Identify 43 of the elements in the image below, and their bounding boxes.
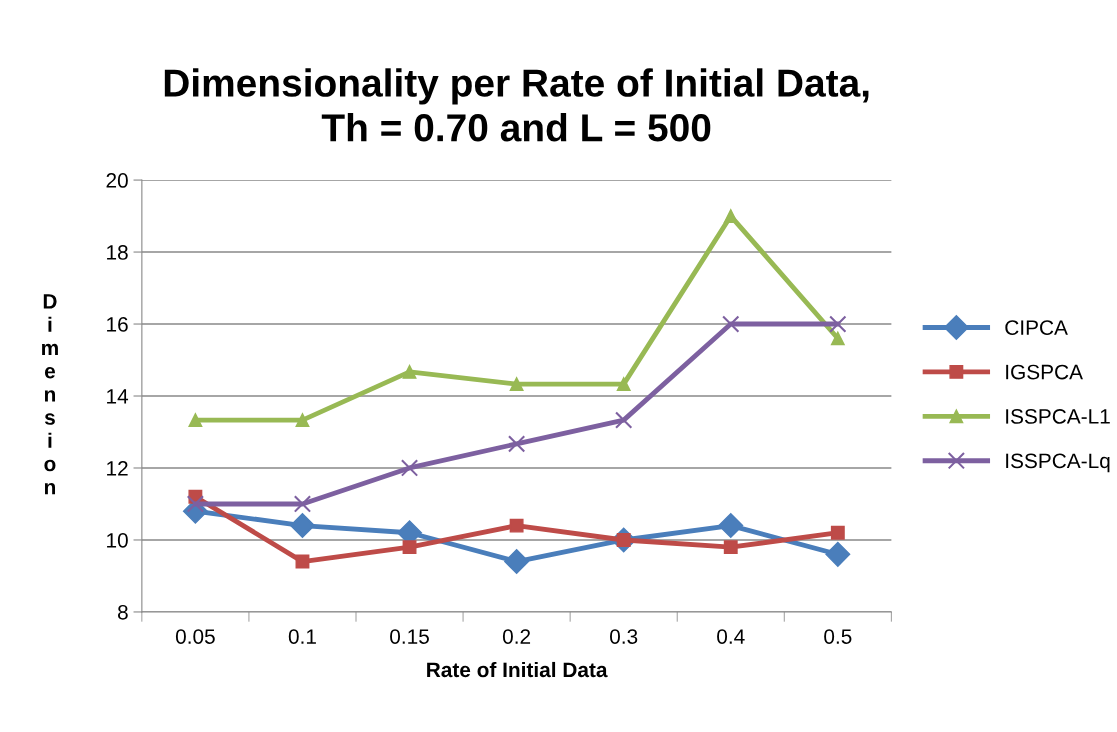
point bbox=[293, 495, 312, 513]
point bbox=[722, 315, 740, 333]
point bbox=[615, 411, 633, 429]
x-axis-title: Rate of Initial Data bbox=[427, 661, 608, 678]
point bbox=[825, 541, 851, 567]
legend-label: CIPCA bbox=[1005, 320, 1068, 335]
point bbox=[507, 435, 526, 453]
point bbox=[295, 413, 310, 428]
x-tick-label: 0.2 bbox=[502, 629, 531, 644]
point bbox=[723, 540, 738, 555]
x-tick-label: 0.15 bbox=[390, 629, 429, 644]
point bbox=[289, 513, 315, 539]
point bbox=[504, 549, 530, 575]
y-tick-label: 20 bbox=[106, 173, 128, 188]
x-tick-label: 0.3 bbox=[610, 629, 638, 644]
point bbox=[402, 364, 417, 379]
point bbox=[509, 518, 524, 533]
point bbox=[723, 209, 738, 224]
point bbox=[188, 413, 203, 428]
point bbox=[616, 377, 631, 392]
point bbox=[295, 554, 310, 569]
y-tick-label: 14 bbox=[107, 389, 129, 404]
y-tick-label: 18 bbox=[107, 245, 128, 260]
legend-label: ISSPCA-Lq bbox=[1006, 453, 1110, 473]
y-tick-label: 12 bbox=[107, 460, 128, 476]
point bbox=[402, 540, 417, 555]
point bbox=[829, 315, 847, 333]
x-tick-label: 0.1 bbox=[288, 629, 316, 644]
y-tick-label: 10 bbox=[107, 532, 128, 548]
y-tick-label: 16 bbox=[107, 317, 128, 332]
point bbox=[830, 331, 845, 346]
point bbox=[509, 377, 524, 392]
legend-label: ISSPCA-L1 bbox=[1006, 409, 1110, 424]
point bbox=[718, 513, 744, 539]
text: Dimension bbox=[42, 294, 58, 495]
legend-label: IGSPCA bbox=[1006, 364, 1083, 380]
y-tick-label: 8 bbox=[117, 604, 128, 620]
x-tick-label: 0.5 bbox=[824, 629, 852, 644]
x-tick-label: 0.05 bbox=[175, 629, 215, 644]
chart-title: Dimensionality per Rate of Initial Data, Th = 0.70 and L = 500 bbox=[164, 68, 869, 142]
x-tick-label: 0.4 bbox=[717, 629, 745, 644]
point bbox=[400, 459, 419, 477]
point bbox=[830, 525, 845, 540]
